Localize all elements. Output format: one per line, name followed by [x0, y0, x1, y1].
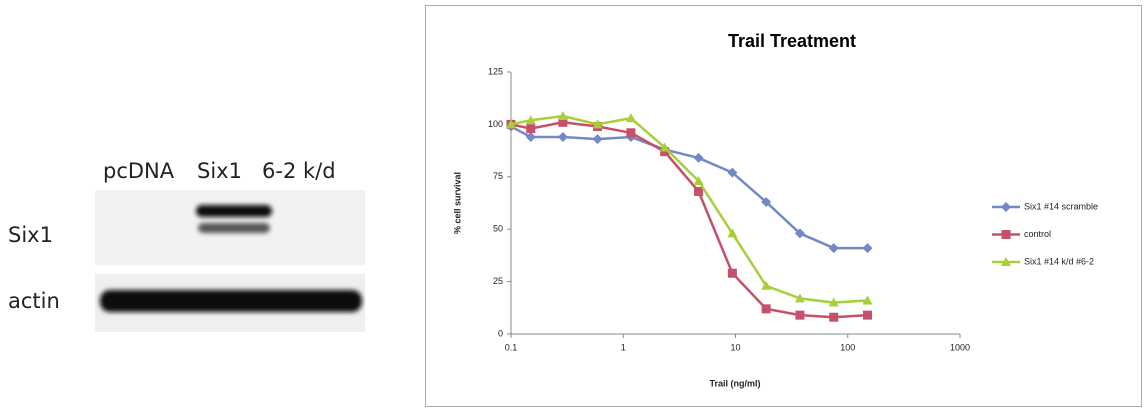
data-point — [829, 313, 838, 322]
x-tick-label: 1 — [621, 342, 626, 352]
western-blot: pcDNA Six1 6-2 k/d Six1 actin — [8, 159, 365, 332]
legend-marker — [1002, 230, 1011, 239]
y-tick-label: 50 — [493, 224, 503, 234]
legend-label: Six1 #14 scramble — [1024, 201, 1098, 211]
figure-svg: pcDNA Six1 6-2 k/d Six1 actin Trail Trea… — [0, 0, 1144, 408]
x-tick-label: 1000 — [950, 342, 970, 352]
y-tick-label: 100 — [488, 119, 503, 129]
chart-title: Trail Treatment — [728, 31, 856, 51]
band — [196, 205, 272, 217]
x-axis-label: Trail (ng/ml) — [709, 378, 760, 388]
lane-label: 6-2 k/d — [262, 159, 336, 183]
data-point — [762, 304, 771, 313]
band — [198, 223, 270, 233]
data-point — [626, 128, 635, 137]
data-point — [728, 269, 737, 278]
band — [100, 290, 362, 312]
lane-label: Six1 — [197, 159, 242, 183]
data-point — [863, 311, 872, 320]
row-label: actin — [8, 289, 60, 313]
x-tick-label: 0.1 — [505, 342, 518, 352]
data-point — [526, 124, 535, 133]
data-point — [795, 311, 804, 320]
y-axis-label: % cell survival — [452, 172, 462, 234]
legend-label: Six1 #14 k/d #6-2 — [1024, 256, 1094, 266]
y-tick-label: 25 — [493, 276, 503, 286]
lane-label: pcDNA — [103, 159, 175, 183]
x-tick-label: 100 — [840, 342, 855, 352]
y-tick-label: 125 — [488, 66, 503, 76]
y-tick-label: 75 — [493, 171, 503, 181]
x-tick-label: 10 — [730, 342, 740, 352]
y-tick-label: 0 — [498, 328, 503, 338]
data-point — [694, 187, 703, 196]
figure: pcDNA Six1 6-2 k/d Six1 actin Trail Trea… — [0, 0, 1144, 408]
legend-label: control — [1024, 229, 1051, 239]
row-label: Six1 — [8, 223, 53, 247]
